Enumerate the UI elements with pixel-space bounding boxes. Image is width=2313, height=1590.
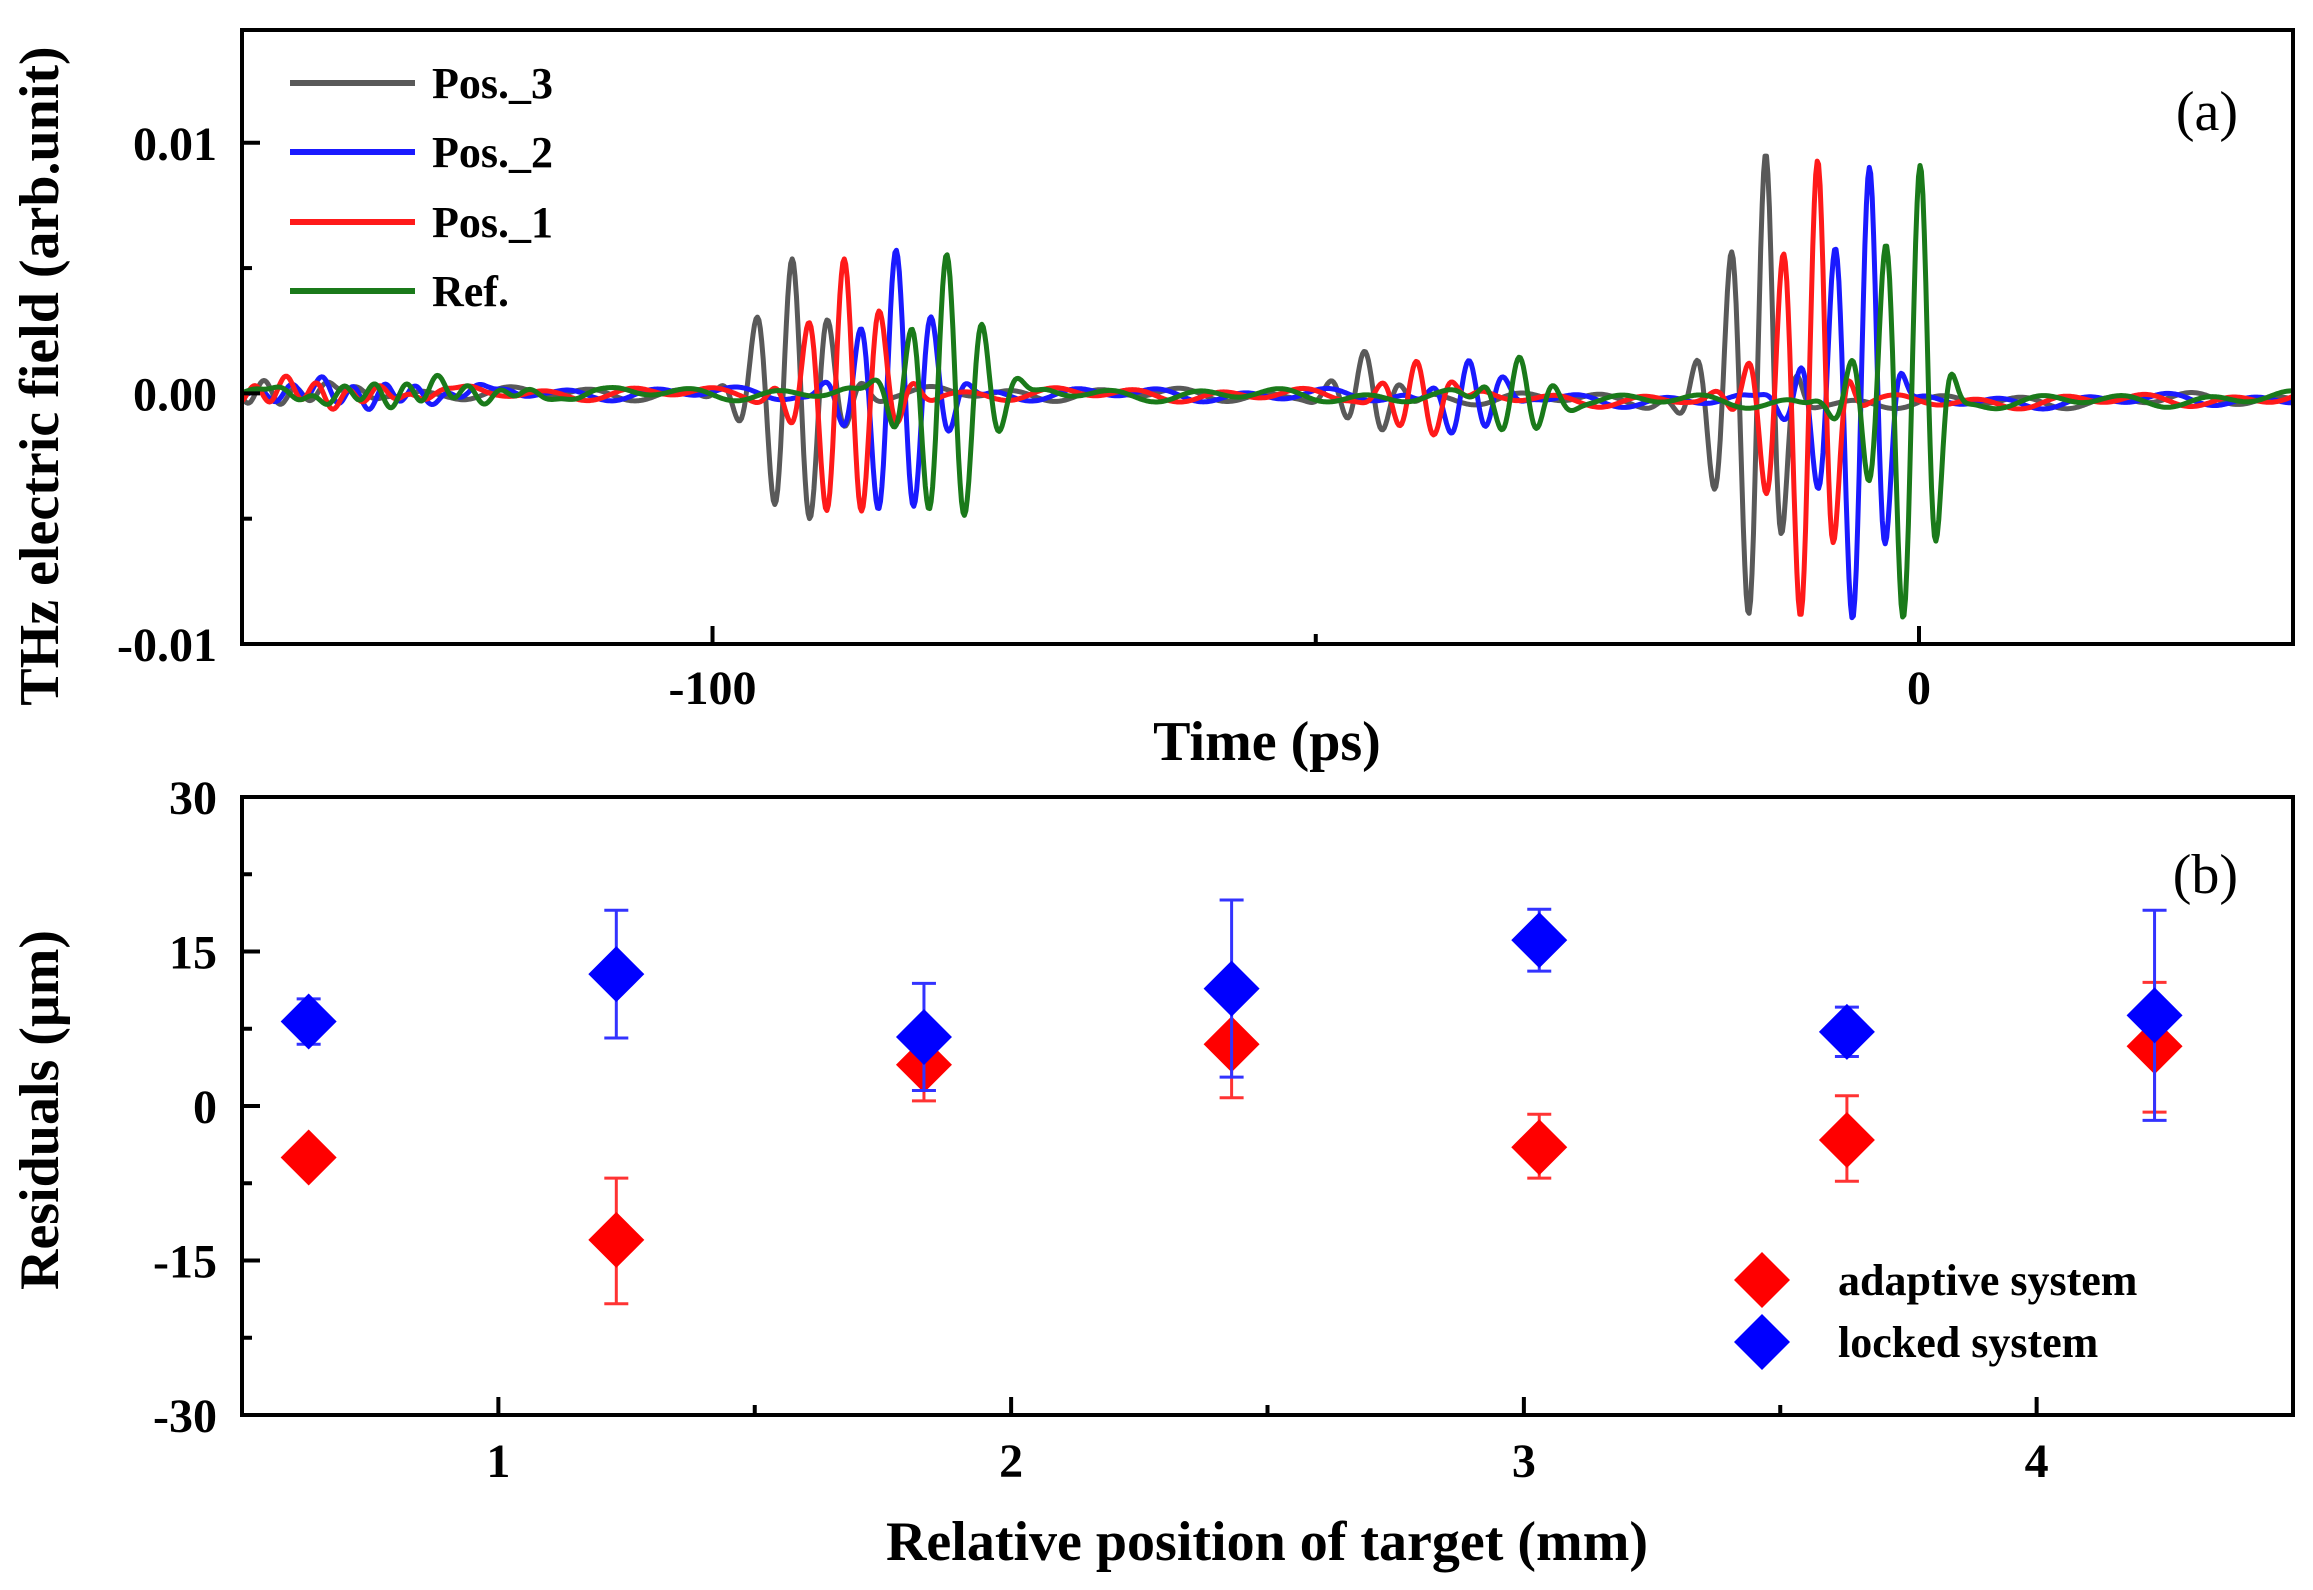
a-x-tick-label: 0	[1907, 662, 1931, 715]
legend-label-locked: locked system	[1838, 1318, 2098, 1367]
legend-label-ref: Ref.	[432, 267, 509, 316]
marker-locked-system	[588, 946, 645, 1003]
a-y-tick-label: 0.00	[133, 368, 217, 421]
marker-locked-system	[1818, 1003, 1875, 1060]
marker-adaptive-system	[1818, 1111, 1875, 1168]
a-y-tick-label: 0.01	[133, 118, 217, 171]
legend-marker-adaptive	[1734, 1252, 1790, 1308]
a-y-tick-label: -0.01	[117, 619, 217, 672]
series-locked-system	[280, 898, 2183, 1122]
marker-locked-system	[1203, 960, 1260, 1017]
legend-marker-locked	[1734, 1314, 1790, 1370]
panel-b-series-markers	[280, 898, 2183, 1306]
series-line-pos3	[242, 153, 2293, 616]
b-x-tick-label: 3	[1512, 1435, 1536, 1488]
b-x-tick-label: 1	[486, 1435, 510, 1488]
b-x-tick-label: 2	[999, 1435, 1023, 1488]
panel-a-legend: Pos._3 Pos._2 Pos._1 Ref.	[290, 59, 553, 316]
marker-adaptive-system	[1511, 1119, 1568, 1176]
panel-a-thz-waveforms: -100 0 0.01 0.00 -0.01 Time (ps) THz electri…	[9, 28, 2295, 773]
legend-label-pos1: Pos._1	[432, 198, 553, 247]
b-y-tick-label: -30	[153, 1390, 217, 1443]
marker-locked-system	[2126, 987, 2183, 1044]
series-line-pos1	[242, 158, 2293, 617]
marker-locked-system	[1511, 912, 1568, 969]
panel-a-y-axis-title: THz electric field (arb.unit)	[9, 46, 71, 705]
panel-a-label: (a)	[2176, 81, 2238, 143]
panel-b-residuals: 1 2 3 4 30 15 0 -15 -30 Relative position of tar…	[9, 772, 2295, 1573]
legend-label-pos2: Pos._2	[432, 128, 553, 177]
panel-b-ticks: 1 2 3 4 30 15 0 -15 -30	[153, 772, 2049, 1488]
panel-b-legend: adaptive system locked system	[1734, 1252, 2137, 1370]
legend-label-pos3: Pos._3	[432, 59, 553, 108]
b-y-tick-label: -15	[153, 1236, 217, 1289]
marker-locked-system	[895, 1008, 952, 1065]
b-x-tick-label: 4	[2025, 1435, 2049, 1488]
marker-adaptive-system	[280, 1129, 337, 1186]
panel-b-x-axis-title: Relative position of target (mm)	[886, 1511, 1648, 1573]
b-y-tick-label: 15	[169, 927, 217, 980]
b-y-tick-label: 30	[169, 772, 217, 825]
panel-a-series-lines	[242, 153, 2293, 621]
b-y-tick-label: 0	[193, 1081, 217, 1134]
series-adaptive-system	[280, 980, 2183, 1306]
panel-a-plot-frame	[240, 28, 2295, 646]
legend-label-adaptive: adaptive system	[1838, 1256, 2137, 1305]
marker-locked-system	[280, 993, 337, 1050]
marker-adaptive-system	[588, 1211, 645, 1268]
panel-b-label: (b)	[2173, 844, 2238, 906]
a-x-tick-label: -100	[669, 662, 757, 715]
panel-a-x-axis-title: Time (ps)	[1153, 711, 1381, 773]
panel-b-y-axis-title: Residuals (μm)	[9, 930, 71, 1290]
panel-a-ticks: -100 0 0.01 0.00 -0.01	[117, 118, 1931, 715]
series-line-ref	[242, 163, 2293, 620]
